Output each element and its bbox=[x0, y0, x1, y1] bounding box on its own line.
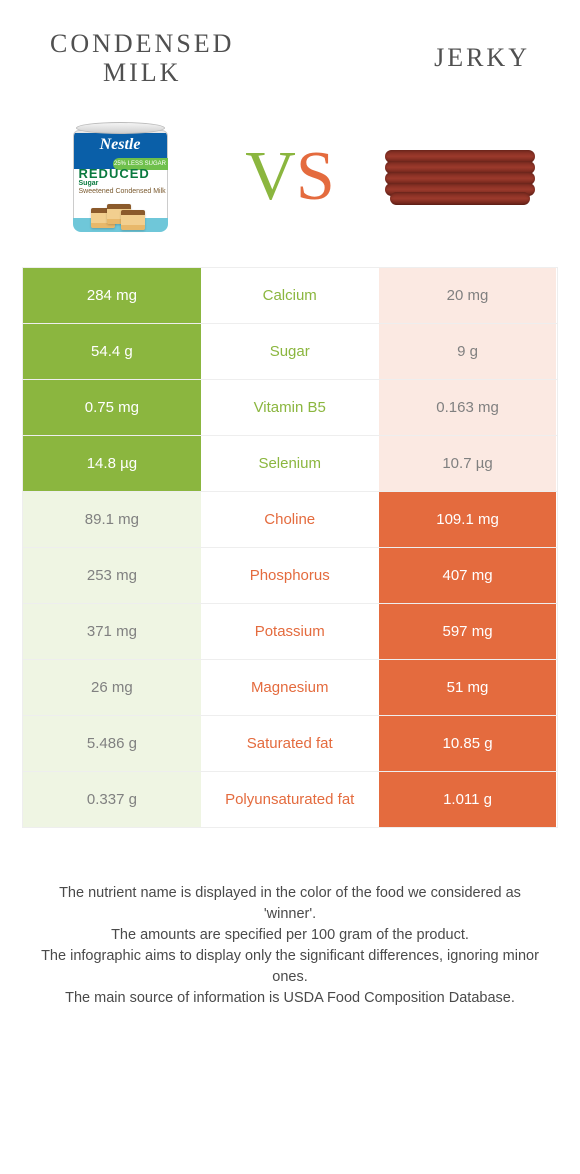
left-value: 253 mg bbox=[23, 548, 201, 603]
right-value: 10.85 g bbox=[379, 716, 557, 771]
title-right: JERKY bbox=[434, 44, 530, 73]
nutrient-label: Selenium bbox=[201, 436, 379, 491]
right-value: 1.011 g bbox=[379, 772, 557, 827]
condensed-milk-image: Nestle 25% LESS SUGAR REDUCED Sugar Swee… bbox=[40, 122, 200, 232]
footer-notes: The nutrient name is displayed in the co… bbox=[0, 828, 580, 1009]
table-row: 253 mgPhosphorus407 mg bbox=[23, 548, 557, 604]
left-value: 371 mg bbox=[23, 604, 201, 659]
can-logo: Nestle bbox=[73, 136, 168, 154]
vs-s: S bbox=[296, 138, 335, 215]
left-value: 54.4 g bbox=[23, 324, 201, 379]
footer-line2: The amounts are specified per 100 gram o… bbox=[40, 925, 540, 946]
right-value: 20 mg bbox=[379, 268, 557, 323]
right-value: 51 mg bbox=[379, 660, 557, 715]
vs-v: V bbox=[245, 138, 296, 215]
nutrient-label: Polyunsaturated fat bbox=[201, 772, 379, 827]
table-row: 284 mgCalcium20 mg bbox=[23, 268, 557, 324]
footer-line3: The infographic aims to display only the… bbox=[40, 946, 540, 988]
right-value: 10.7 µg bbox=[379, 436, 557, 491]
vs-label: VS bbox=[245, 137, 335, 217]
nutrient-label: Choline bbox=[201, 492, 379, 547]
left-value: 89.1 mg bbox=[23, 492, 201, 547]
title-left-line2: MILK bbox=[103, 58, 181, 87]
footer-line1: The nutrient name is displayed in the co… bbox=[40, 883, 540, 925]
table-row: 89.1 mgCholine109.1 mg bbox=[23, 492, 557, 548]
nutrient-label: Saturated fat bbox=[201, 716, 379, 771]
left-value: 0.337 g bbox=[23, 772, 201, 827]
right-value: 109.1 mg bbox=[379, 492, 557, 547]
title-left-line1: CONDENSED bbox=[50, 29, 234, 58]
table-row: 0.75 mgVitamin B50.163 mg bbox=[23, 380, 557, 436]
left-value: 14.8 µg bbox=[23, 436, 201, 491]
nutrient-label: Phosphorus bbox=[201, 548, 379, 603]
left-value: 284 mg bbox=[23, 268, 201, 323]
nutrient-label: Vitamin B5 bbox=[201, 380, 379, 435]
right-value: 0.163 mg bbox=[379, 380, 557, 435]
table-row: 5.486 gSaturated fat10.85 g bbox=[23, 716, 557, 772]
header: CONDENSED MILK JERKY bbox=[0, 0, 580, 97]
footer-line4: The main source of information is USDA F… bbox=[40, 988, 540, 1009]
table-row: 14.8 µgSelenium10.7 µg bbox=[23, 436, 557, 492]
left-value: 26 mg bbox=[23, 660, 201, 715]
left-value: 5.486 g bbox=[23, 716, 201, 771]
jerky-image bbox=[380, 150, 540, 205]
right-value: 407 mg bbox=[379, 548, 557, 603]
title-left: CONDENSED MILK bbox=[50, 30, 234, 87]
left-value: 0.75 mg bbox=[23, 380, 201, 435]
table-row: 371 mgPotassium597 mg bbox=[23, 604, 557, 660]
right-value: 9 g bbox=[379, 324, 557, 379]
can-sub1: Sugar bbox=[79, 180, 99, 187]
nutrient-label: Calcium bbox=[201, 268, 379, 323]
can-sub2: Sweetened Condensed Milk bbox=[79, 188, 166, 195]
images-row: Nestle 25% LESS SUGAR REDUCED Sugar Swee… bbox=[0, 97, 580, 267]
nutrient-label: Sugar bbox=[201, 324, 379, 379]
nutrient-label: Potassium bbox=[201, 604, 379, 659]
table-row: 0.337 gPolyunsaturated fat1.011 g bbox=[23, 772, 557, 828]
nutrient-label: Magnesium bbox=[201, 660, 379, 715]
comparison-table: 284 mgCalcium20 mg54.4 gSugar9 g0.75 mgV… bbox=[22, 267, 558, 828]
table-row: 54.4 gSugar9 g bbox=[23, 324, 557, 380]
table-row: 26 mgMagnesium51 mg bbox=[23, 660, 557, 716]
can-reduced: REDUCED bbox=[79, 166, 150, 181]
right-value: 597 mg bbox=[379, 604, 557, 659]
